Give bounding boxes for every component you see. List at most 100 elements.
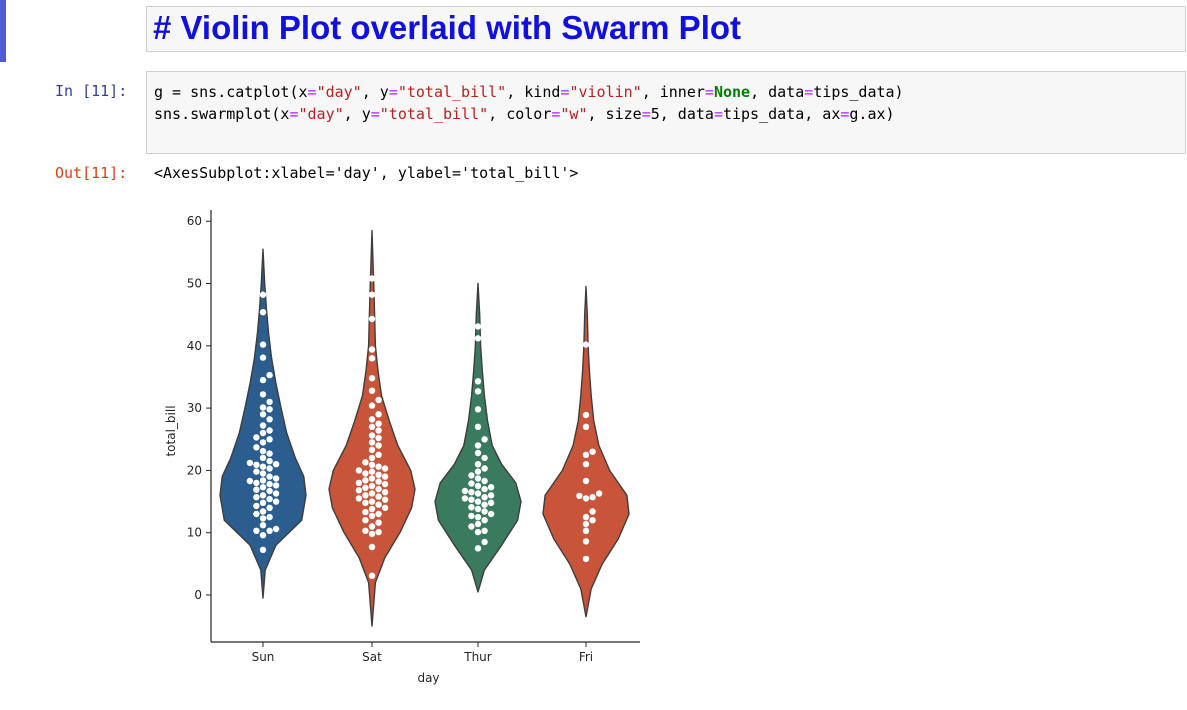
swarm-point-sun (259, 422, 267, 429)
swarm-point-fri (582, 423, 590, 430)
swarm-point-sun (253, 444, 260, 451)
swarm-point-sun (272, 461, 280, 468)
swarm-point-thur (461, 495, 469, 502)
swarm-point-thur (481, 517, 488, 524)
swarm-point-sun (259, 522, 267, 529)
swarm-point-sun (259, 499, 267, 506)
swarm-point-sun (266, 513, 273, 521)
swarm-point-sun (266, 371, 273, 379)
swarm-point-sun (259, 354, 267, 361)
swarm-point-sat (375, 519, 382, 526)
cell-selection-bar (0, 0, 6, 62)
swarm-point-sun (272, 482, 280, 489)
y-tick-label: 50 (187, 277, 202, 291)
swarm-point-thur (481, 485, 488, 493)
x-tick-label-sat: Sat (362, 650, 382, 664)
swarm-point-sat (381, 496, 389, 503)
swarm-point-sat (368, 315, 376, 323)
swarm-point-thur (474, 449, 482, 457)
swarm-point-thur (481, 465, 488, 472)
swarm-point-sat (368, 454, 376, 462)
swarm-point-fri (582, 461, 590, 468)
y-tick-label: 10 (187, 526, 202, 540)
swarm-point-thur (468, 472, 475, 479)
swarm-point-sun (266, 457, 273, 465)
swarm-point-thur (474, 442, 482, 449)
swarm-point-sat (368, 291, 376, 298)
swarm-point-sat (368, 468, 376, 475)
x-tick-label-fri: Fri (579, 650, 593, 664)
swarm-point-sun (266, 450, 273, 457)
swarm-point-sat (362, 527, 369, 534)
swarm-point-fri (582, 341, 590, 348)
swarm-point-sat (368, 355, 376, 362)
swarm-point-sat (375, 510, 382, 518)
swarm-point-thur (487, 484, 495, 491)
swarm-point-thur (481, 501, 488, 508)
markdown-cell[interactable]: # Violin Plot overlaid with Swarm Plot (146, 6, 1186, 52)
swarm-point-sun (259, 391, 267, 398)
output-prompt: Out[11]: (55, 164, 128, 182)
swarm-point-sun (266, 480, 273, 488)
swarm-point-sun (266, 495, 273, 503)
swarm-point-fri (582, 538, 590, 545)
swarm-point-sun (266, 473, 273, 480)
swarm-point-sat (368, 446, 376, 453)
swarm-point-sun (259, 429, 267, 437)
swarm-point-thur (481, 538, 488, 546)
swarm-point-thur (474, 520, 482, 528)
swarm-point-fri (576, 492, 583, 500)
swarm-point-sun (259, 532, 267, 539)
swarm-point-fri (582, 513, 590, 521)
swarm-point-sun (259, 411, 267, 418)
swarm-point-sun (253, 434, 260, 441)
swarm-point-sun (266, 504, 273, 511)
swarm-point-sat (375, 501, 382, 508)
swarm-point-sun (253, 468, 260, 475)
swarm-point-sun (272, 490, 280, 497)
swarm-point-sun (266, 436, 273, 443)
swarm-point-sat (368, 572, 376, 579)
swarm-point-thur (481, 508, 488, 515)
swarm-point-sat (381, 480, 389, 488)
swarm-point-sat (368, 402, 376, 409)
swarm-point-sat (368, 543, 376, 551)
swarm-point-thur (474, 378, 482, 385)
swarm-point-sat (368, 498, 376, 505)
swarm-point-sat (355, 467, 363, 474)
swarm-point-sat (362, 508, 369, 516)
code-cell[interactable]: g = sns.catplot(x="day", y="total_bill",… (146, 71, 1186, 154)
swarm-point-sat (362, 517, 369, 524)
swarm-point-sun (259, 508, 267, 515)
swarm-point-sat (368, 530, 376, 538)
y-tick-label: 30 (187, 401, 202, 415)
swarm-point-fri (589, 508, 596, 515)
swarm-point-thur (468, 523, 475, 530)
swarm-point-fri (582, 411, 590, 419)
markdown-heading: # Violin Plot overlaid with Swarm Plot (153, 9, 742, 46)
swarm-point-sat (381, 473, 389, 480)
swarm-point-thur (481, 527, 488, 534)
swarm-point-sat (368, 505, 376, 513)
swarm-point-sun (253, 461, 260, 468)
swarm-point-thur (474, 406, 482, 413)
violin-thur (434, 282, 522, 593)
swarm-point-sat (375, 471, 382, 478)
swarm-point-thur (487, 510, 495, 518)
swarm-point-sat (375, 442, 382, 449)
y-tick-label: 40 (187, 339, 202, 353)
input-prompt: In [11]: (55, 82, 128, 100)
swarm-point-thur (468, 496, 475, 503)
y-tick-label: 20 (187, 463, 202, 477)
swarm-point-fri (595, 490, 603, 497)
swarm-point-sun (259, 477, 267, 484)
swarm-point-sun (272, 525, 280, 533)
violin-swarm-chart: 0 10 20 30 40 50 60 Sun Sat Thur Fri day total_bill (150, 200, 650, 699)
swarm-point-fri (582, 520, 590, 528)
swarm-point-sun (266, 465, 273, 472)
swarm-point-sat (375, 434, 382, 442)
swarm-point-sat (381, 489, 389, 496)
swarm-point-sun (259, 439, 267, 446)
swarm-point-sat (368, 482, 376, 490)
x-tick-label-thur: Thur (463, 650, 492, 664)
